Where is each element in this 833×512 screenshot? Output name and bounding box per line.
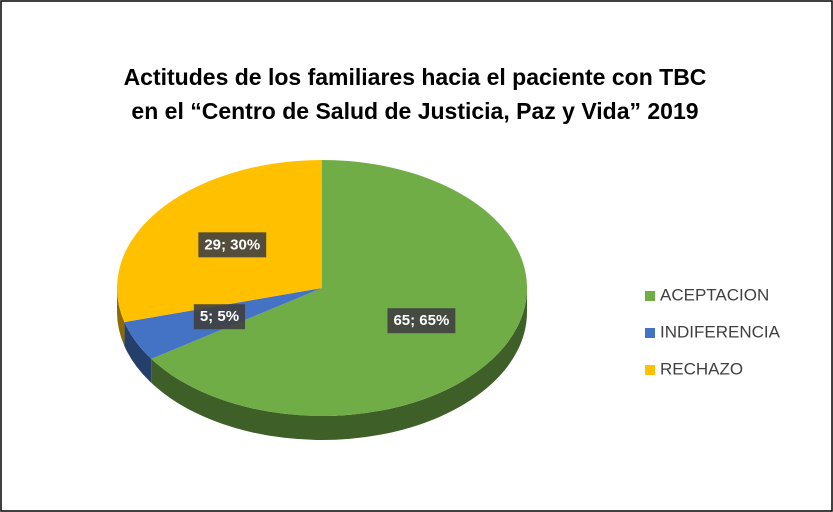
data-label: 29; 30%: [204, 236, 260, 253]
chart-subtitle: en el “Centro de Salud de Justicia, Paz …: [131, 98, 698, 124]
data-label: 65; 65%: [393, 312, 449, 329]
legend-swatch: [645, 365, 655, 375]
legend-swatch: [645, 328, 655, 338]
legend-swatch: [645, 291, 655, 301]
chart-title: Actitudes de los familiares hacia el pac…: [124, 64, 707, 90]
legend-label: INDIFERENCIA: [660, 322, 781, 341]
data-label-box: [193, 304, 246, 330]
slice-side: [117, 288, 125, 347]
legend-label: RECHAZO: [660, 359, 743, 378]
data-label: 5; 5%: [200, 308, 239, 325]
slice: [151, 160, 527, 416]
data-label-box: [198, 232, 267, 258]
slice-side: [151, 288, 527, 440]
data-label-box: [387, 308, 456, 334]
legend-label: ACEPTACION: [660, 285, 769, 304]
slice-side: [124, 322, 152, 383]
